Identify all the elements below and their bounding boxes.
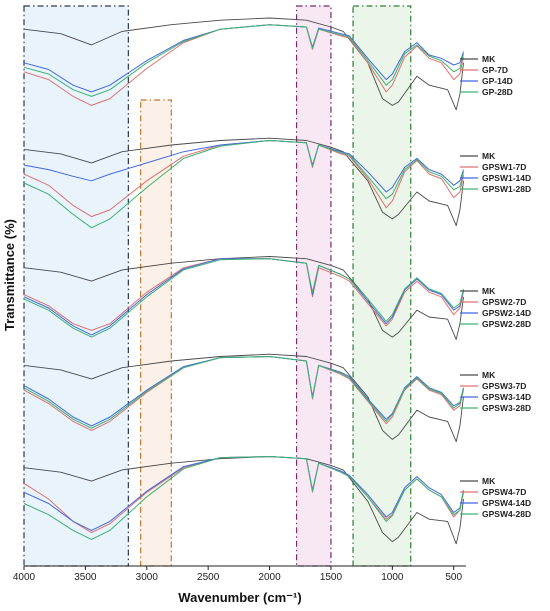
series-line-gpsw3-14d [23,356,464,427]
legend-label-gpsw3-28d: GPSW3-28D [482,403,531,413]
x-tick-label-2500: 2500 [197,572,220,583]
legend-label-gpsw1-14d: GPSW1-14D [482,173,531,183]
x-tick-label-500: 500 [445,572,462,583]
legend-label-gpsw2-7d: GPSW2-7D [482,297,526,307]
series-line-gp-14d [23,24,464,93]
series-line-mk [23,353,464,443]
y-axis-title: Transmittance (%) [2,219,17,331]
series-line-gpsw2-7d [23,258,464,331]
legend-label-gpsw2-14d: GPSW2-14D [482,308,531,318]
highlight-band-4 [352,5,412,567]
series-line-gpsw2-28d [23,258,464,338]
legend-label-mk: MK [482,151,496,161]
highlight-band-2 [140,99,172,567]
legend-label-mk: MK [482,286,496,296]
series-line-gpsw3-7d [23,356,464,431]
spectra-series [23,17,464,545]
x-tick-label-4000: 4000 [13,572,36,583]
series-line-gp-28d [23,24,464,97]
legend-label-gpsw3-14d: GPSW3-14D [482,392,531,402]
x-axis-title: Wavenumber (cm⁻¹) [178,590,301,605]
series-line-gp-7d [23,24,464,106]
legend-label-gp-14d: GP-14D [482,76,513,86]
legend-label-gpsw4-14d: GPSW4-14D [482,498,531,508]
series-line-gpsw1-14d [23,140,464,193]
series-line-mk [23,137,464,227]
series-line-mk [23,256,464,340]
legend-label-gpsw2-28d: GPSW2-28D [482,319,531,329]
x-tick-label-3500: 3500 [74,572,97,583]
legend-label-gpsw3-7d: GPSW3-7D [482,381,526,391]
highlight-band-1 [23,5,129,567]
series-line-gpsw1-28d [23,140,464,229]
x-tick-label-3000: 3000 [136,572,159,583]
legend-label-gp-7d: GP-7D [482,65,508,75]
legend-label-gpsw4-28d: GPSW4-28D [482,509,531,519]
legend-label-gpsw1-28d: GPSW1-28D [482,184,531,194]
legend-label-mk: MK [482,54,496,64]
series-line-gpsw1-7d [23,140,464,218]
series-line-gpsw4-14d [23,456,464,531]
x-tick-label-1000: 1000 [381,572,404,583]
highlight-bands [23,5,412,567]
legend-label-gpsw1-7d: GPSW1-7D [482,162,526,172]
legend-label-gpsw4-7d: GPSW4-7D [482,487,526,497]
legend-label-gp-28d: GP-28D [482,87,513,97]
series-line-gpsw3-28d [23,356,464,429]
legend-label-mk: MK [482,370,496,380]
x-tick-label-2000: 2000 [258,572,281,583]
legend-label-mk: MK [482,476,496,486]
x-tick-label-1500: 1500 [320,572,343,583]
x-axis-ticks: 4000 3500 3000 2500 2000 1500 1000 500 [13,566,463,583]
series-line-mk [23,456,464,545]
series-line-gpsw4-28d [23,456,464,540]
legends: MKGP-7DGP-14DGP-28DMKGPSW1-7DGPSW1-14DGP… [460,54,531,519]
